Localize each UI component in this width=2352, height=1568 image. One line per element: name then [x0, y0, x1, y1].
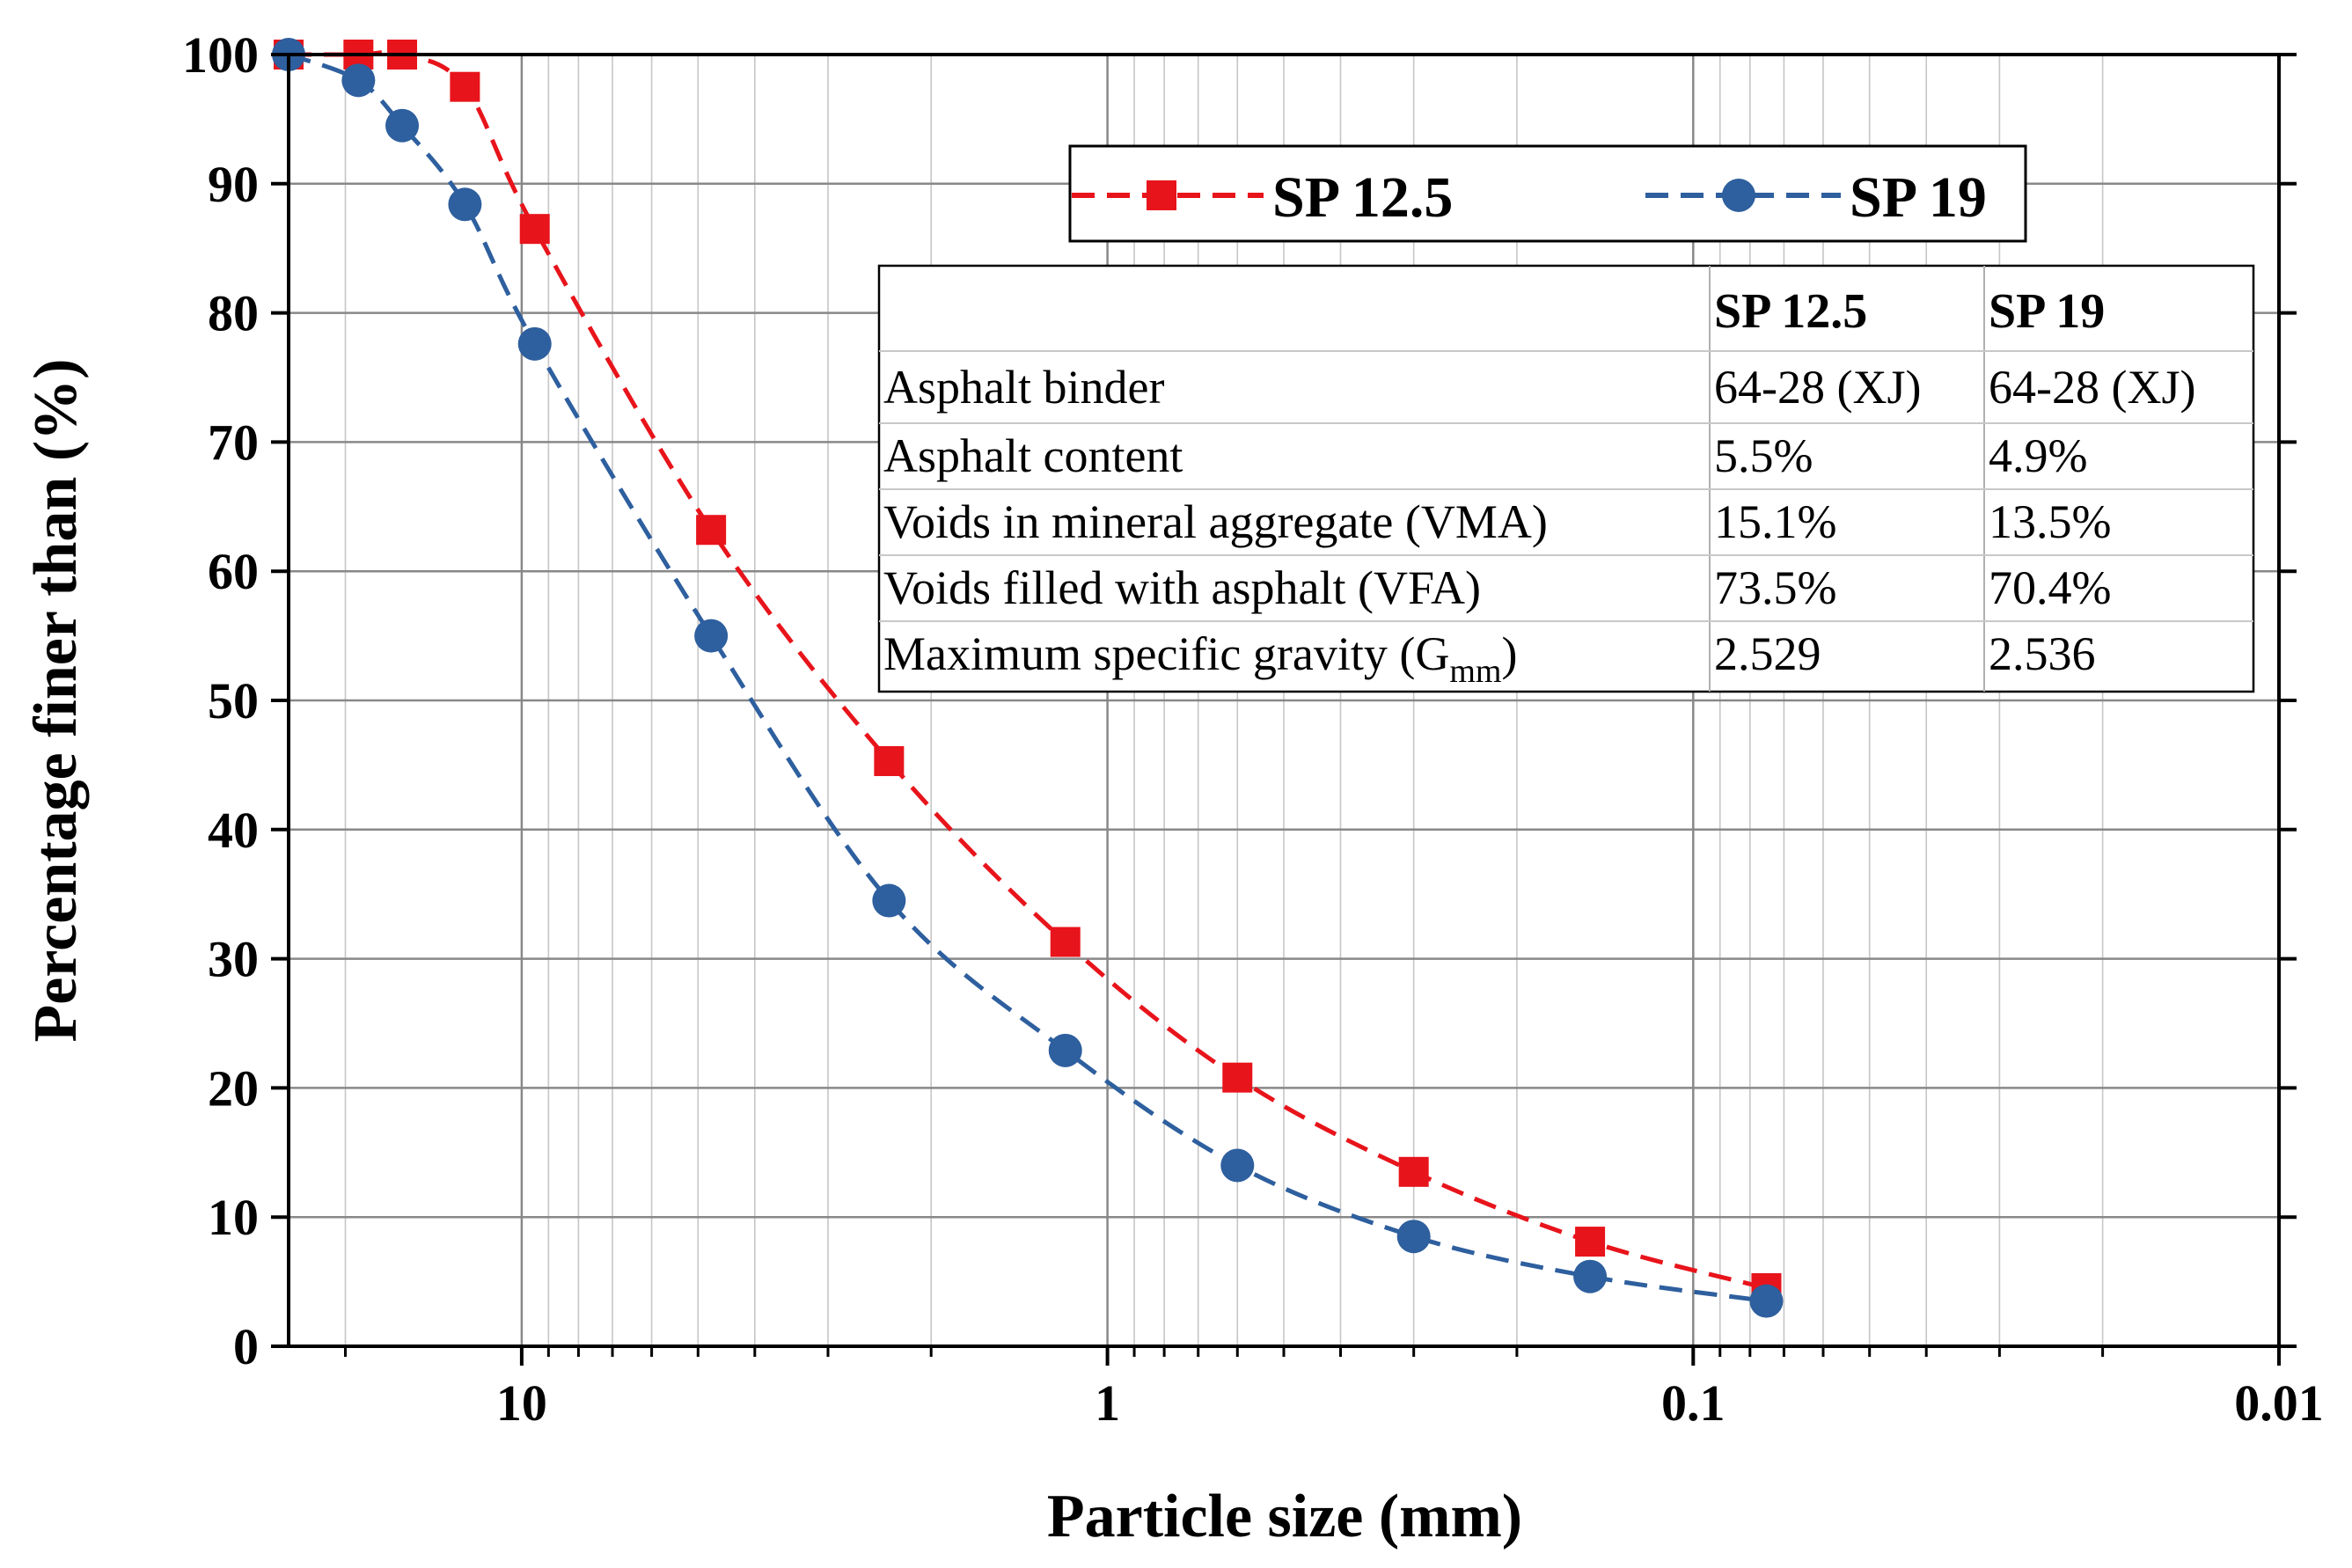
x-tick-label: 1 — [1095, 1374, 1120, 1432]
point-sp19 — [448, 187, 482, 222]
legend-box — [1068, 144, 2027, 243]
point-sp125 — [696, 515, 727, 546]
table-cell-sp125: 5.5% — [1714, 429, 1813, 482]
table-header-sp125: SP 12.5 — [1714, 284, 1867, 339]
y-tick-label: 20 — [208, 1059, 259, 1117]
table-cell-label: Voids in mineral aggregate (VMA) — [883, 495, 1548, 548]
point-sp19 — [1048, 1033, 1082, 1067]
legend-label-sp19: SP 19 — [1850, 165, 1987, 230]
y-axis-title: Percentage finer than (%) — [22, 359, 90, 1043]
x-tick-label: 0.01 — [2234, 1374, 2324, 1432]
table-cell-sp19: 64-28 (XJ) — [1989, 361, 2195, 414]
table-cell-sp19: 2.536 — [1989, 627, 2096, 680]
x-axis-title: Particle size (mm) — [1047, 1483, 1522, 1550]
table-cell-label: Voids filled with asphalt (VFA) — [883, 561, 1481, 614]
y-tick-label: 50 — [208, 672, 259, 729]
point-sp19 — [1396, 1220, 1431, 1254]
point-sp125 — [1398, 1156, 1429, 1187]
y-tick-label: 0 — [233, 1318, 259, 1375]
table-cell-sp125: 15.1% — [1714, 495, 1836, 548]
table-cell-sp125: 73.5% — [1714, 561, 1836, 614]
table-cell-label: Asphalt content — [883, 429, 1183, 482]
table-cell-label: Maximum specific gravity (Gmm) — [883, 627, 1517, 690]
gmm-subscript: mm — [1449, 653, 1501, 690]
point-sp125 — [874, 745, 905, 776]
legend-marker-sp125 — [1147, 180, 1176, 210]
y-tick-label: 10 — [208, 1189, 259, 1246]
table-cell-sp19: 13.5% — [1989, 495, 2111, 548]
table-cell-sp19: 70.4% — [1989, 561, 2111, 614]
curve-sp19 — [288, 52, 1767, 1304]
point-sp19 — [385, 108, 420, 143]
y-tick-label: 70 — [208, 414, 259, 471]
curve-sp125 — [289, 49, 1768, 1291]
y-tick-label: 100 — [182, 26, 259, 84]
y-tick-label: 90 — [208, 156, 259, 213]
y-tick-label: 40 — [208, 802, 259, 859]
table-cell-sp125: 2.529 — [1714, 627, 1821, 680]
fit-curves — [288, 49, 1768, 1304]
grid — [289, 53, 2281, 1348]
table-cell-sp19: 4.9% — [1989, 429, 2087, 482]
legend: SP 12.5 SP 19 — [1068, 144, 2027, 243]
point-sp125 — [519, 214, 550, 245]
table-header-sp19: SP 19 — [1989, 284, 2105, 339]
gmm-suffix: ) — [1501, 627, 1517, 680]
point-sp19 — [341, 63, 376, 98]
table-cell-label: Asphalt binder — [883, 361, 1164, 414]
point-sp125 — [1050, 927, 1081, 957]
point-sp125 — [1222, 1062, 1253, 1093]
point-sp125 — [1575, 1227, 1606, 1257]
point-sp125 — [450, 71, 480, 102]
legend-label-sp125: SP 12.5 — [1272, 165, 1453, 230]
point-sp19 — [1749, 1284, 1784, 1318]
point-sp19 — [1573, 1259, 1608, 1293]
table-cell-sp125: 64-28 (XJ) — [1714, 361, 1921, 414]
point-sp19 — [872, 883, 906, 918]
point-sp19 — [1220, 1148, 1255, 1183]
y-tick-label: 60 — [208, 543, 259, 600]
axis-ticks: 0 10 20 30 40 50 60 70 80 90 100 10 1 0.1 0.01 — [182, 26, 2324, 1432]
x-tick-label: 0.1 — [1661, 1374, 1726, 1432]
y-tick-label: 80 — [208, 285, 259, 342]
point-sp19 — [517, 326, 552, 361]
legend-marker-sp19 — [1722, 179, 1755, 212]
x-tick-label: 10 — [496, 1374, 547, 1432]
properties-table: SP 12.5 SP 19 Asphalt binder 64-28 (XJ) … — [877, 264, 2255, 693]
y-tick-label: 30 — [208, 931, 259, 988]
point-sp19 — [694, 619, 729, 653]
gmm-label-text: Maximum specific gravity (G — [883, 627, 1449, 680]
